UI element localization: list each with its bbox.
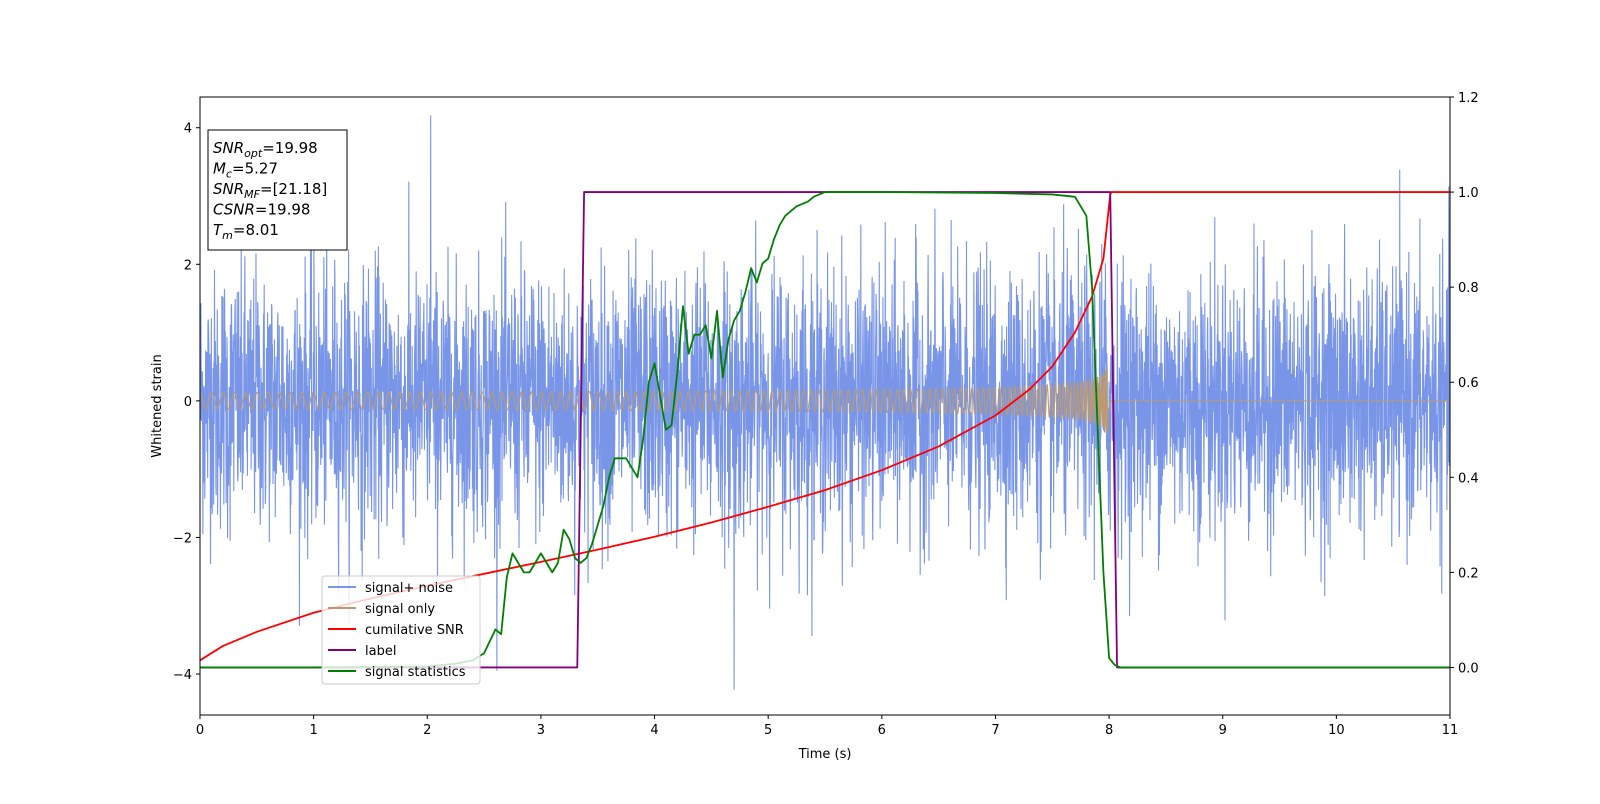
legend-item-label: cumilative SNR	[365, 623, 464, 638]
legend-item-label: signal+ noise	[365, 581, 453, 596]
y-tick-label: 4	[184, 122, 192, 137]
y2-tick-label: 0.4	[1458, 471, 1479, 486]
annotation-line: SNRMF=[21.18]	[213, 180, 327, 201]
x-tick-label: 9	[1219, 723, 1227, 738]
x-tick-label: 10	[1328, 723, 1345, 738]
y-axis-label: Whitened strain	[150, 354, 165, 457]
plot-frame	[199, 96, 1451, 716]
y2-tick-label: 1.0	[1458, 186, 1479, 201]
annotation-box: SNRopt=19.98Mc=5.27SNRMF=[21.18]CSNR=19.…	[207, 129, 348, 251]
x-tick-label: 1	[309, 723, 317, 738]
x-tick-label: 6	[878, 723, 886, 738]
y-tick-label: −2	[173, 531, 192, 546]
legend-item-label: signal statistics	[365, 665, 466, 680]
annotation-line: SNRopt=19.98	[213, 139, 318, 160]
annotation-line: Tm=8.01	[213, 221, 279, 242]
x-tick-label: 11	[1442, 723, 1459, 738]
y2-tick-label: 0.2	[1458, 566, 1479, 581]
x-axis-label: Time (s)	[798, 747, 852, 762]
y2-tick-label: 0.8	[1458, 281, 1479, 296]
legend-item-label: signal only	[365, 602, 435, 617]
x-tick-label: 8	[1105, 723, 1113, 738]
series-line-signal-only	[200, 368, 1450, 436]
annotation-frame	[207, 129, 348, 251]
x-tick-label: 2	[423, 723, 431, 738]
y-tick-label: 2	[184, 258, 192, 273]
x-tick-label: 5	[764, 723, 772, 738]
axes-layer: 0 1 2 3 4 5 6 7 8 9 10 11 −4 −2 0 2 4 0.0 0.2 0.4 0.6 0.8 1.0 1…	[173, 91, 1479, 738]
legend-item-label: label	[365, 644, 396, 659]
x-tick-label: 3	[537, 723, 545, 738]
series-line-signal-statistics	[200, 191, 1450, 669]
x-tick-label: 7	[991, 723, 999, 738]
y-tick-label: 0	[184, 395, 192, 410]
y2-tick-label: 1.2	[1458, 91, 1479, 106]
annotation-line: CSNR=19.98	[213, 201, 310, 219]
legend-frame	[321, 575, 481, 685]
legend: signal+ noise signal only cumilative SNR la…	[321, 575, 481, 685]
x-tick-label: 0	[196, 723, 204, 738]
annotation-line: Mc=5.27	[213, 160, 278, 181]
y2-tick-label: 0.0	[1458, 661, 1479, 676]
y-tick-label: −4	[173, 668, 192, 683]
x-tick-label: 4	[650, 723, 658, 738]
y2-tick-label: 0.6	[1458, 376, 1479, 391]
